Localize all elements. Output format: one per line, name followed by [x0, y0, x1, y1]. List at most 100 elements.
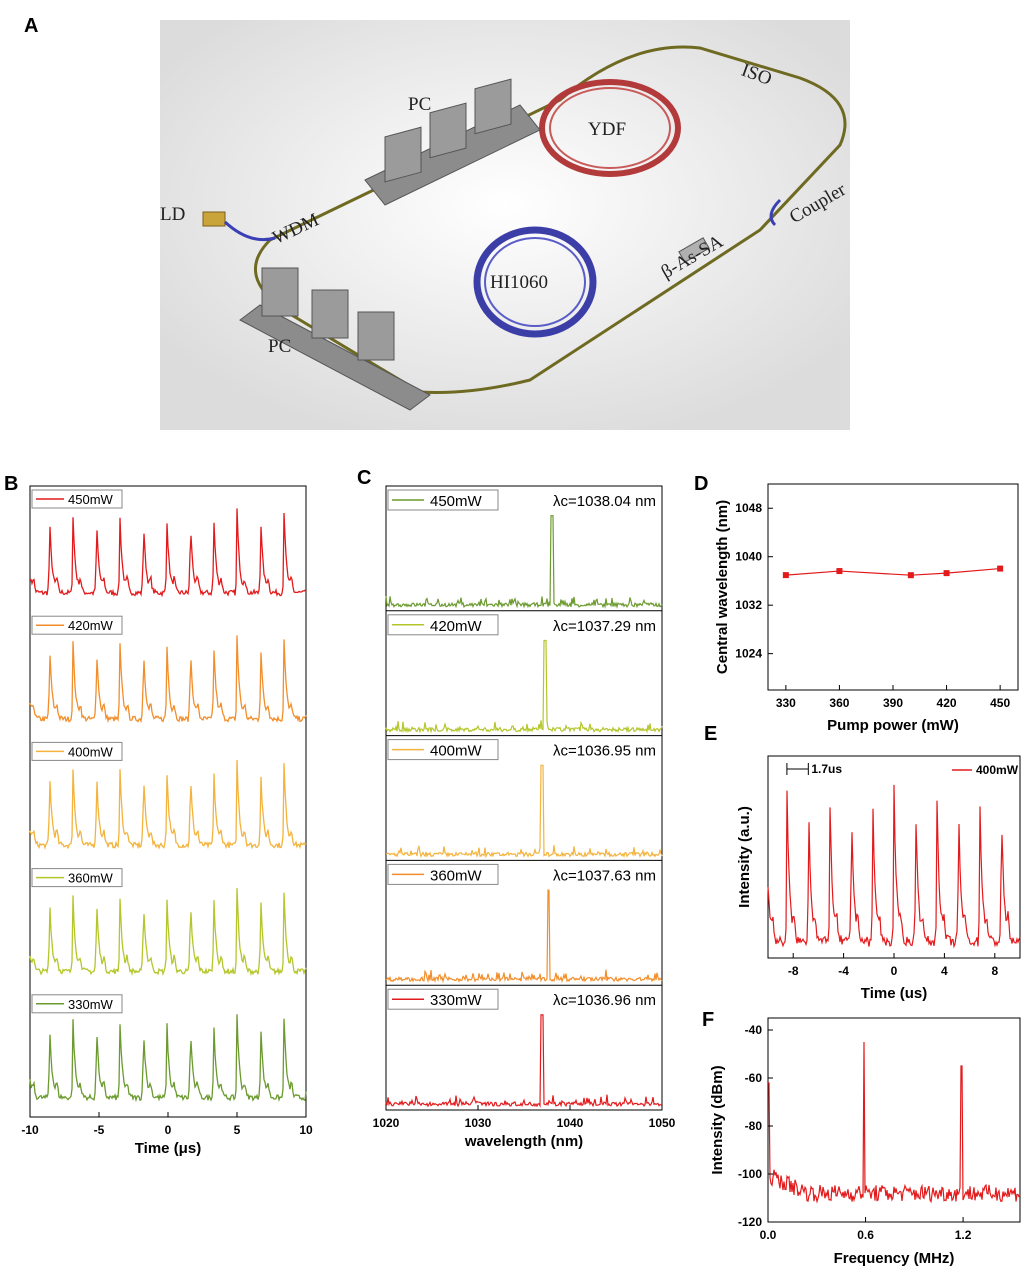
chart-c-spectra: 450mW λc=1038.04 nm 420mW λc=1037.29 nm 400m… [373, 485, 676, 1150]
legend-box-420mW [387, 614, 499, 636]
panel-label-a: A [24, 15, 38, 37]
data-point [836, 568, 843, 575]
center-wavelength-label-400mW: λc=1036.95 nm [553, 743, 656, 760]
legend-label-420mW: 420mW [430, 618, 483, 635]
x-tick-label: 8 [991, 964, 998, 978]
legend-label: 400mW [976, 763, 1019, 777]
y-axis-label: Intensity (dBm) [709, 1065, 726, 1174]
chart-d-central-wavelength: 330 360 390 420 450 1024 1032 1040 1048 Pump powe… [714, 483, 1019, 734]
series-line-360mW [29, 888, 307, 977]
y-tick-label: -120 [738, 1215, 762, 1229]
spectrum-line-330mW [385, 1014, 663, 1108]
x-tick-label: 360 [829, 696, 849, 710]
x-tick-label: 390 [883, 696, 903, 710]
x-tick-label: 0 [165, 1123, 172, 1137]
x-tick-label: -10 [21, 1123, 39, 1137]
label-pc-upper: PC [408, 94, 431, 115]
chart-f-rf-spectrum: 0.0 0.6 1.2 -40 -60 -80 -100 -120 Frequency (MHz… [709, 1017, 1021, 1267]
hi1060-coil [473, 226, 597, 338]
center-wavelength-label-450mW: λc=1038.04 nm [553, 493, 656, 510]
x-tick-label: 420 [937, 696, 957, 710]
pc-upper [364, 78, 541, 206]
legend-label-450mW: 450mW [430, 493, 483, 510]
x-tick-label: 330 [776, 696, 796, 710]
coupler-output [769, 198, 782, 227]
legend-box-450mW [31, 489, 123, 509]
panel-label-c: C [357, 467, 371, 489]
x-tick-label: 450 [990, 696, 1010, 710]
series-line-450mW [29, 508, 307, 598]
legend-box-420mW [31, 615, 123, 635]
spectrum-line-420mW [385, 639, 663, 734]
legend-box-360mW [387, 863, 499, 885]
ld-fiber [223, 220, 276, 242]
y-tick-label: 1048 [735, 501, 762, 515]
y-tick-label: 1032 [735, 598, 762, 612]
series-line-330mW [29, 1014, 307, 1103]
legend-box-330mW [31, 994, 123, 1014]
x-tick-label: 0 [891, 964, 898, 978]
y-axis-label: Central wavelength (nm) [714, 500, 731, 674]
legend-label-360mW: 360mW [430, 867, 483, 884]
y-tick-label: -80 [745, 1119, 763, 1133]
period-annotation: 1.7us [811, 762, 842, 776]
legend-box-450mW [387, 489, 499, 511]
spectrum-line-450mW [385, 515, 663, 609]
y-axis-label: Intensity (a.u.) [736, 806, 753, 908]
x-axis-label: Frequency (MHz) [834, 1250, 955, 1267]
x-tick-label: 0.0 [760, 1228, 777, 1242]
series-line [767, 784, 1021, 949]
data-point [782, 572, 789, 579]
legend-label-400mW: 400mW [68, 744, 114, 759]
legend-box-400mW [31, 741, 123, 761]
series-line [785, 567, 1001, 576]
plot-frame [767, 483, 1019, 691]
panel-label-f: F [702, 1009, 714, 1031]
y-tick-label: 1040 [735, 550, 762, 564]
data-point [907, 572, 914, 579]
legend-label-330mW: 330mW [68, 997, 114, 1012]
x-axis-label: Time (us) [861, 985, 927, 1002]
hi1060-coil-inner [484, 237, 586, 327]
legend-label-450mW: 450mW [68, 492, 114, 507]
plot-frame [385, 485, 663, 1111]
x-tick-label: 10 [299, 1123, 313, 1137]
x-axis-label: Time (μs) [135, 1140, 201, 1157]
y-tick-label: -40 [745, 1023, 763, 1037]
legend-box-360mW [31, 868, 123, 888]
legend-box-330mW [387, 988, 499, 1010]
panel-label-d: D [694, 473, 708, 495]
legend-box-400mW [387, 739, 499, 761]
x-tick-label: 1030 [465, 1116, 492, 1130]
label-ydf: YDF [588, 119, 626, 140]
x-tick-label: -8 [788, 964, 799, 978]
center-wavelength-label-420mW: λc=1037.29 nm [553, 618, 656, 635]
schematic-panel: A PC YDF ISO [24, 15, 850, 430]
panel-label-b: B [4, 473, 18, 495]
y-tick-label: 1024 [735, 647, 762, 661]
y-tick-label: -100 [738, 1167, 762, 1181]
x-tick-label: -4 [838, 964, 849, 978]
legend-label-420mW: 420mW [68, 618, 114, 633]
ydf-coil [539, 79, 681, 177]
x-axis-label: wavelength (nm) [464, 1133, 583, 1150]
x-tick-label: 5 [234, 1123, 241, 1137]
panel-label-e: E [704, 723, 717, 745]
series-line [768, 1041, 1021, 1204]
x-tick-label: 1040 [557, 1116, 584, 1130]
x-tick-label: 1.2 [955, 1228, 972, 1242]
x-tick-label: 0.6 [857, 1228, 874, 1242]
ydf-coil-inner [549, 87, 671, 169]
series-line-420mW [29, 635, 307, 724]
x-tick-label: 1020 [373, 1116, 400, 1130]
center-wavelength-label-360mW: λc=1037.63 nm [553, 867, 656, 884]
series-line-400mW [29, 759, 307, 851]
label-pc-lower: PC [268, 336, 291, 357]
data-point [997, 565, 1004, 572]
data-point [943, 570, 950, 577]
label-ld: LD [160, 204, 185, 225]
ld-chip [202, 211, 226, 227]
x-axis-label: Pump power (mW) [827, 717, 959, 734]
spectrum-line-400mW [385, 764, 663, 859]
